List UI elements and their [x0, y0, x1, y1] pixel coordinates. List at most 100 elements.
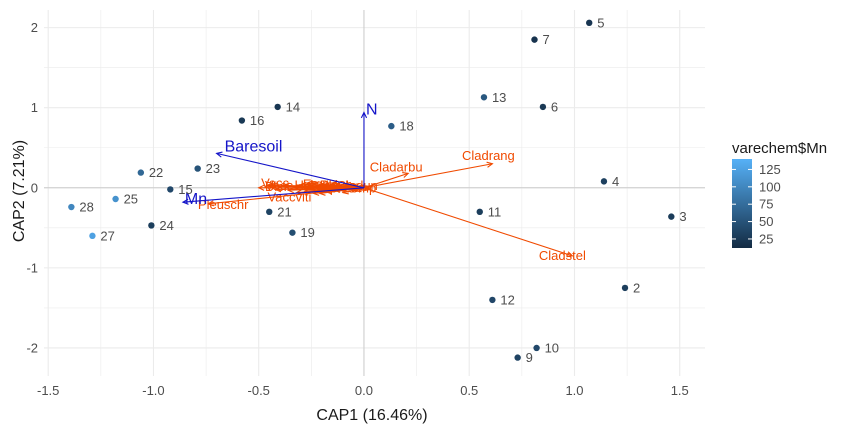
site-label: 12 [500, 292, 514, 307]
species-vector-head [265, 182, 273, 189]
site-label: 28 [79, 200, 93, 215]
minor-gridlines [44, 10, 705, 376]
y-tick-label: -2 [26, 340, 38, 355]
y-axis-title: CAP2 (7.21%) [11, 140, 28, 242]
site-label: 21 [277, 204, 291, 219]
legend-title: varechem$Mn [732, 140, 827, 157]
y-tick-label: 0 [31, 180, 38, 195]
site-point [274, 103, 281, 111]
x-axis-tick-labels: -1.5 -1.0 -0.5 0.0 0.5 1.0 1.5 [37, 383, 689, 398]
species-label: Pleuschr [198, 197, 249, 212]
site-point [388, 122, 395, 130]
species-label: Hyl [295, 177, 314, 192]
species-label: Vaccviti [268, 189, 312, 204]
environment-vectors: N Baresoil Mn [181, 102, 378, 208]
site-point [600, 178, 608, 185]
site-point [289, 229, 296, 236]
species-vectors: VaccDicrHylEmpPtilCallvulgCladunDiphcomp… [198, 148, 586, 263]
site-point [533, 344, 540, 352]
color-legend: varechem$Mn 25 50 75 100 125 [732, 140, 827, 248]
x-tick-label: 1.0 [565, 383, 583, 398]
species-label: Cladarbu [370, 159, 423, 174]
site-point [668, 213, 675, 220]
site-point [68, 203, 75, 211]
species-label: Vacc [261, 175, 289, 190]
site-label: 3 [679, 209, 686, 224]
site-point [489, 296, 496, 304]
legend-tick-label: 125 [759, 162, 781, 177]
site-point [266, 208, 273, 216]
site-label: 7 [542, 32, 549, 47]
site-label: 9 [526, 350, 533, 365]
x-tick-label: 0.0 [355, 383, 373, 398]
site-label: 25 [124, 192, 138, 207]
species-label: Dicr [265, 179, 289, 194]
species-vector [267, 184, 364, 189]
x-tick-label: -0.5 [248, 383, 270, 398]
legend-tick-label: 25 [759, 231, 773, 246]
species-vector-head [274, 186, 282, 193]
env-vector-head [360, 111, 368, 119]
species-vector [363, 187, 573, 257]
species-label: Cladstel [539, 248, 586, 263]
legend-colorbar [732, 159, 752, 248]
site-label: 2 [633, 280, 640, 295]
site-label: 27 [100, 228, 114, 243]
site-label: 6 [551, 99, 558, 114]
env-vector-head [215, 151, 223, 158]
site-point [480, 94, 488, 101]
site-label: 13 [492, 90, 506, 105]
site-point [621, 284, 629, 292]
legend-tick-label: 100 [759, 179, 781, 194]
env-vector [182, 187, 365, 203]
species-vector-head [402, 172, 410, 178]
species-vector-head [293, 183, 301, 191]
species-vector-head [257, 184, 265, 191]
y-tick-label: 2 [31, 20, 38, 35]
site-point [514, 354, 521, 361]
species-vector-head [486, 161, 494, 168]
site-point [112, 195, 119, 203]
x-tick-label: -1.5 [37, 383, 59, 398]
env-label: Mn [185, 191, 207, 208]
site-label: 5 [597, 15, 604, 30]
site-point [238, 117, 246, 124]
species-label: Emp [303, 177, 330, 192]
env-vector-head [181, 198, 189, 205]
site-label: 11 [488, 204, 502, 219]
y-tick-label: 1 [31, 100, 38, 115]
y-tick-label: -1 [26, 260, 38, 275]
env-vector [216, 152, 365, 189]
site-label: 10 [545, 340, 559, 355]
species-vector-head [286, 186, 294, 194]
site-point [539, 103, 547, 111]
site-point [148, 222, 155, 229]
site-label: 24 [159, 218, 173, 233]
species-vector [363, 163, 493, 189]
legend-tick-labels: 25 50 75 100 125 [732, 162, 781, 246]
site-label: 14 [286, 99, 300, 114]
env-label: Baresoil [225, 138, 283, 155]
x-tick-label: 0.5 [460, 383, 478, 398]
site-label: 4 [612, 174, 619, 189]
site-point [586, 19, 593, 27]
env-label: N [366, 102, 378, 119]
species-label: Diphcomp [318, 181, 377, 196]
x-tick-label: 1.5 [671, 383, 689, 398]
x-tick-label: -1.0 [142, 383, 164, 398]
species-vector-head [566, 251, 574, 258]
site-point [137, 169, 145, 176]
species-vector-head [305, 180, 313, 187]
site-label: 22 [149, 165, 163, 180]
site-label: 16 [250, 113, 264, 128]
site-point [194, 165, 201, 172]
site-label: 23 [206, 161, 220, 176]
legend-tick-label: 75 [759, 197, 773, 212]
site-point [476, 208, 483, 216]
x-axis-title: CAP1 (16.46%) [316, 407, 427, 424]
site-point [531, 36, 538, 43]
site-point [167, 186, 174, 193]
site-label: 18 [399, 119, 413, 134]
